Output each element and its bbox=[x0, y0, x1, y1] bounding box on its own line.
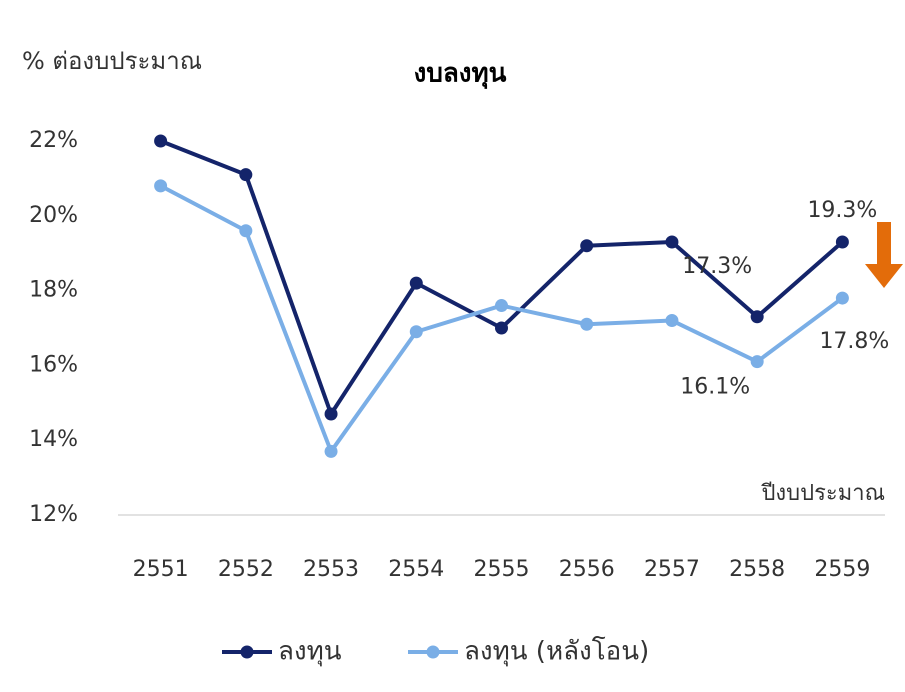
x-axis-label: ปีงบประมาณ bbox=[760, 481, 885, 506]
point bbox=[495, 321, 508, 335]
x-tick-label: 2555 bbox=[474, 557, 530, 582]
y-tick-label: 18% bbox=[29, 278, 78, 303]
y-tick-label: 20% bbox=[29, 203, 78, 228]
x-tick-label: 2551 bbox=[133, 557, 189, 582]
point bbox=[239, 168, 253, 182]
data-label: 17.8% bbox=[819, 329, 889, 354]
y-axis-label: % ต่องบประมาณ bbox=[22, 47, 202, 75]
point bbox=[154, 179, 168, 193]
x-tick-label: 2554 bbox=[388, 557, 444, 582]
x-tick-label: 2557 bbox=[644, 557, 700, 582]
point bbox=[665, 314, 679, 328]
point bbox=[324, 444, 338, 458]
x-tick-label: 2556 bbox=[559, 557, 615, 582]
point bbox=[750, 355, 764, 369]
data-label: 16.1% bbox=[680, 375, 750, 400]
point bbox=[580, 239, 594, 253]
point bbox=[324, 407, 338, 421]
chart-title: งบลงทุน bbox=[414, 59, 507, 90]
point bbox=[154, 134, 168, 148]
legend-marker bbox=[426, 645, 440, 659]
x-tick-label: 2558 bbox=[729, 557, 785, 582]
legend-marker bbox=[240, 645, 254, 659]
legend-label: ลงทุน (หลังโอน) bbox=[464, 636, 649, 667]
point bbox=[835, 291, 849, 305]
point bbox=[409, 325, 423, 339]
data-label: 19.3% bbox=[807, 198, 877, 223]
point bbox=[239, 224, 253, 238]
y-tick-label: 16% bbox=[29, 352, 78, 377]
point bbox=[580, 317, 594, 331]
point bbox=[835, 235, 849, 249]
x-tick-label: 2553 bbox=[303, 557, 359, 582]
y-tick-label: 12% bbox=[29, 502, 78, 527]
point bbox=[665, 235, 679, 249]
point bbox=[495, 299, 508, 313]
data-label: 17.3% bbox=[682, 254, 752, 279]
legend-label: ลงทุน bbox=[278, 637, 342, 667]
arrow-annotation bbox=[865, 222, 903, 288]
x-tick-label: 2552 bbox=[218, 557, 274, 582]
y-tick-label: 22% bbox=[29, 128, 78, 153]
y-tick-label: 14% bbox=[29, 427, 78, 452]
point bbox=[750, 310, 764, 324]
point bbox=[409, 276, 423, 290]
x-tick-label: 2559 bbox=[814, 557, 870, 582]
